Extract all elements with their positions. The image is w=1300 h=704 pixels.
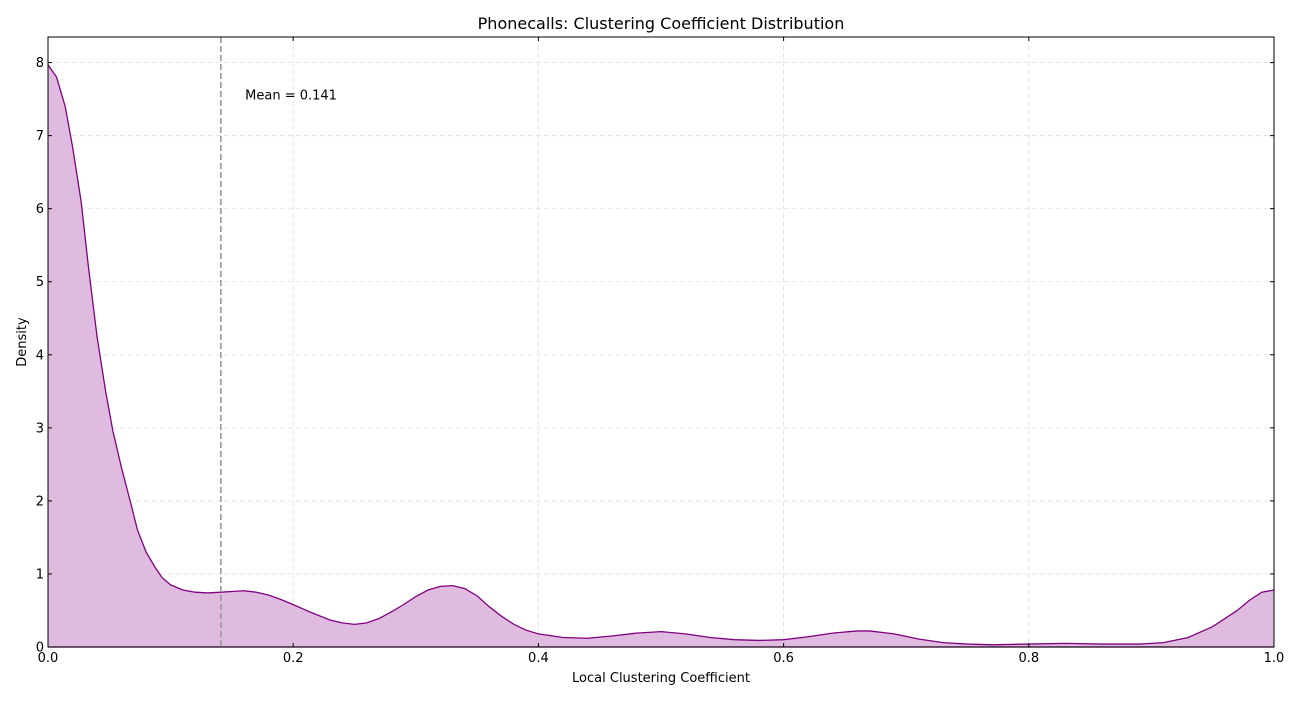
x-tick-label: 0.0 xyxy=(38,651,59,666)
density-area-fill xyxy=(48,64,1274,647)
y-tick-label: 5 xyxy=(36,275,44,290)
y-tick-label: 3 xyxy=(36,421,44,436)
y-tick-label: 1 xyxy=(36,567,44,582)
x-tick-label: 0.2 xyxy=(283,651,304,666)
plot-area: Mean = 0.141 xyxy=(47,37,1275,648)
plot-frame xyxy=(47,36,1275,648)
axes-ticks: 0.0 0.2 0.4 0.6 0.8 1.0 0 1 2 3 4 5 6 7 8 xyxy=(36,37,1285,666)
x-tick-label: 0.4 xyxy=(528,651,549,666)
mean-annotation: Mean = 0.141 xyxy=(245,88,337,103)
x-tick-label: 0.8 xyxy=(1018,651,1039,666)
y-tick-label: 7 xyxy=(36,129,44,144)
density-curve xyxy=(47,64,1275,646)
y-tick-label: 8 xyxy=(36,56,44,71)
y-tick-label: 2 xyxy=(36,494,44,509)
y-axis-label: Density xyxy=(15,317,30,367)
x-tick-label: 1.0 xyxy=(1264,651,1285,666)
y-tick-label: 0 xyxy=(36,641,44,656)
grid xyxy=(48,37,1274,647)
y-tick-label: 4 xyxy=(36,348,44,363)
x-axis-label: Local Clustering Coefficient xyxy=(572,671,750,686)
chart-title: Phonecalls: Clustering Coefficient Distr… xyxy=(478,14,845,33)
x-tick-label: 0.6 xyxy=(773,651,794,666)
y-tick-label: 6 xyxy=(36,202,44,217)
